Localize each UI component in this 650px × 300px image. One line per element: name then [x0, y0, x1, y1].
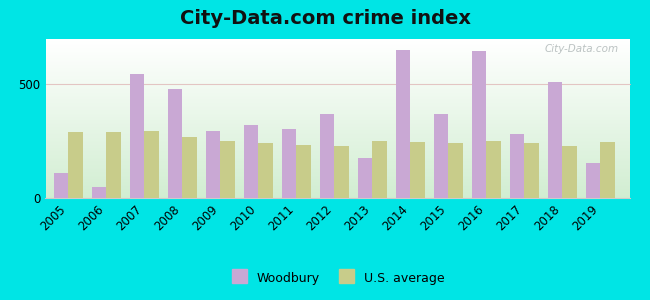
Bar: [258, 143, 272, 198]
Bar: [130, 74, 144, 198]
Bar: [396, 50, 410, 198]
Legend: Woodbury, U.S. average: Woodbury, U.S. average: [227, 267, 449, 290]
Bar: [548, 82, 562, 198]
Bar: [182, 137, 197, 198]
Bar: [586, 163, 600, 198]
Bar: [434, 114, 448, 198]
Bar: [448, 143, 463, 198]
Bar: [68, 132, 83, 198]
Bar: [296, 145, 311, 198]
Bar: [107, 132, 121, 198]
Bar: [244, 125, 258, 198]
Bar: [372, 141, 387, 198]
Bar: [524, 143, 539, 198]
Bar: [92, 187, 107, 198]
Bar: [358, 158, 372, 198]
Bar: [410, 142, 424, 198]
Bar: [144, 131, 159, 198]
Text: City-Data.com crime index: City-Data.com crime index: [179, 9, 471, 28]
Bar: [334, 146, 348, 198]
Bar: [220, 141, 235, 198]
Bar: [320, 114, 334, 198]
Bar: [282, 129, 296, 198]
Bar: [600, 142, 614, 198]
Bar: [168, 89, 182, 198]
Bar: [510, 134, 524, 198]
Text: City-Data.com: City-Data.com: [545, 44, 619, 54]
Bar: [486, 141, 500, 198]
Bar: [562, 146, 577, 198]
Bar: [54, 173, 68, 198]
Bar: [472, 52, 486, 198]
Bar: [206, 131, 220, 198]
